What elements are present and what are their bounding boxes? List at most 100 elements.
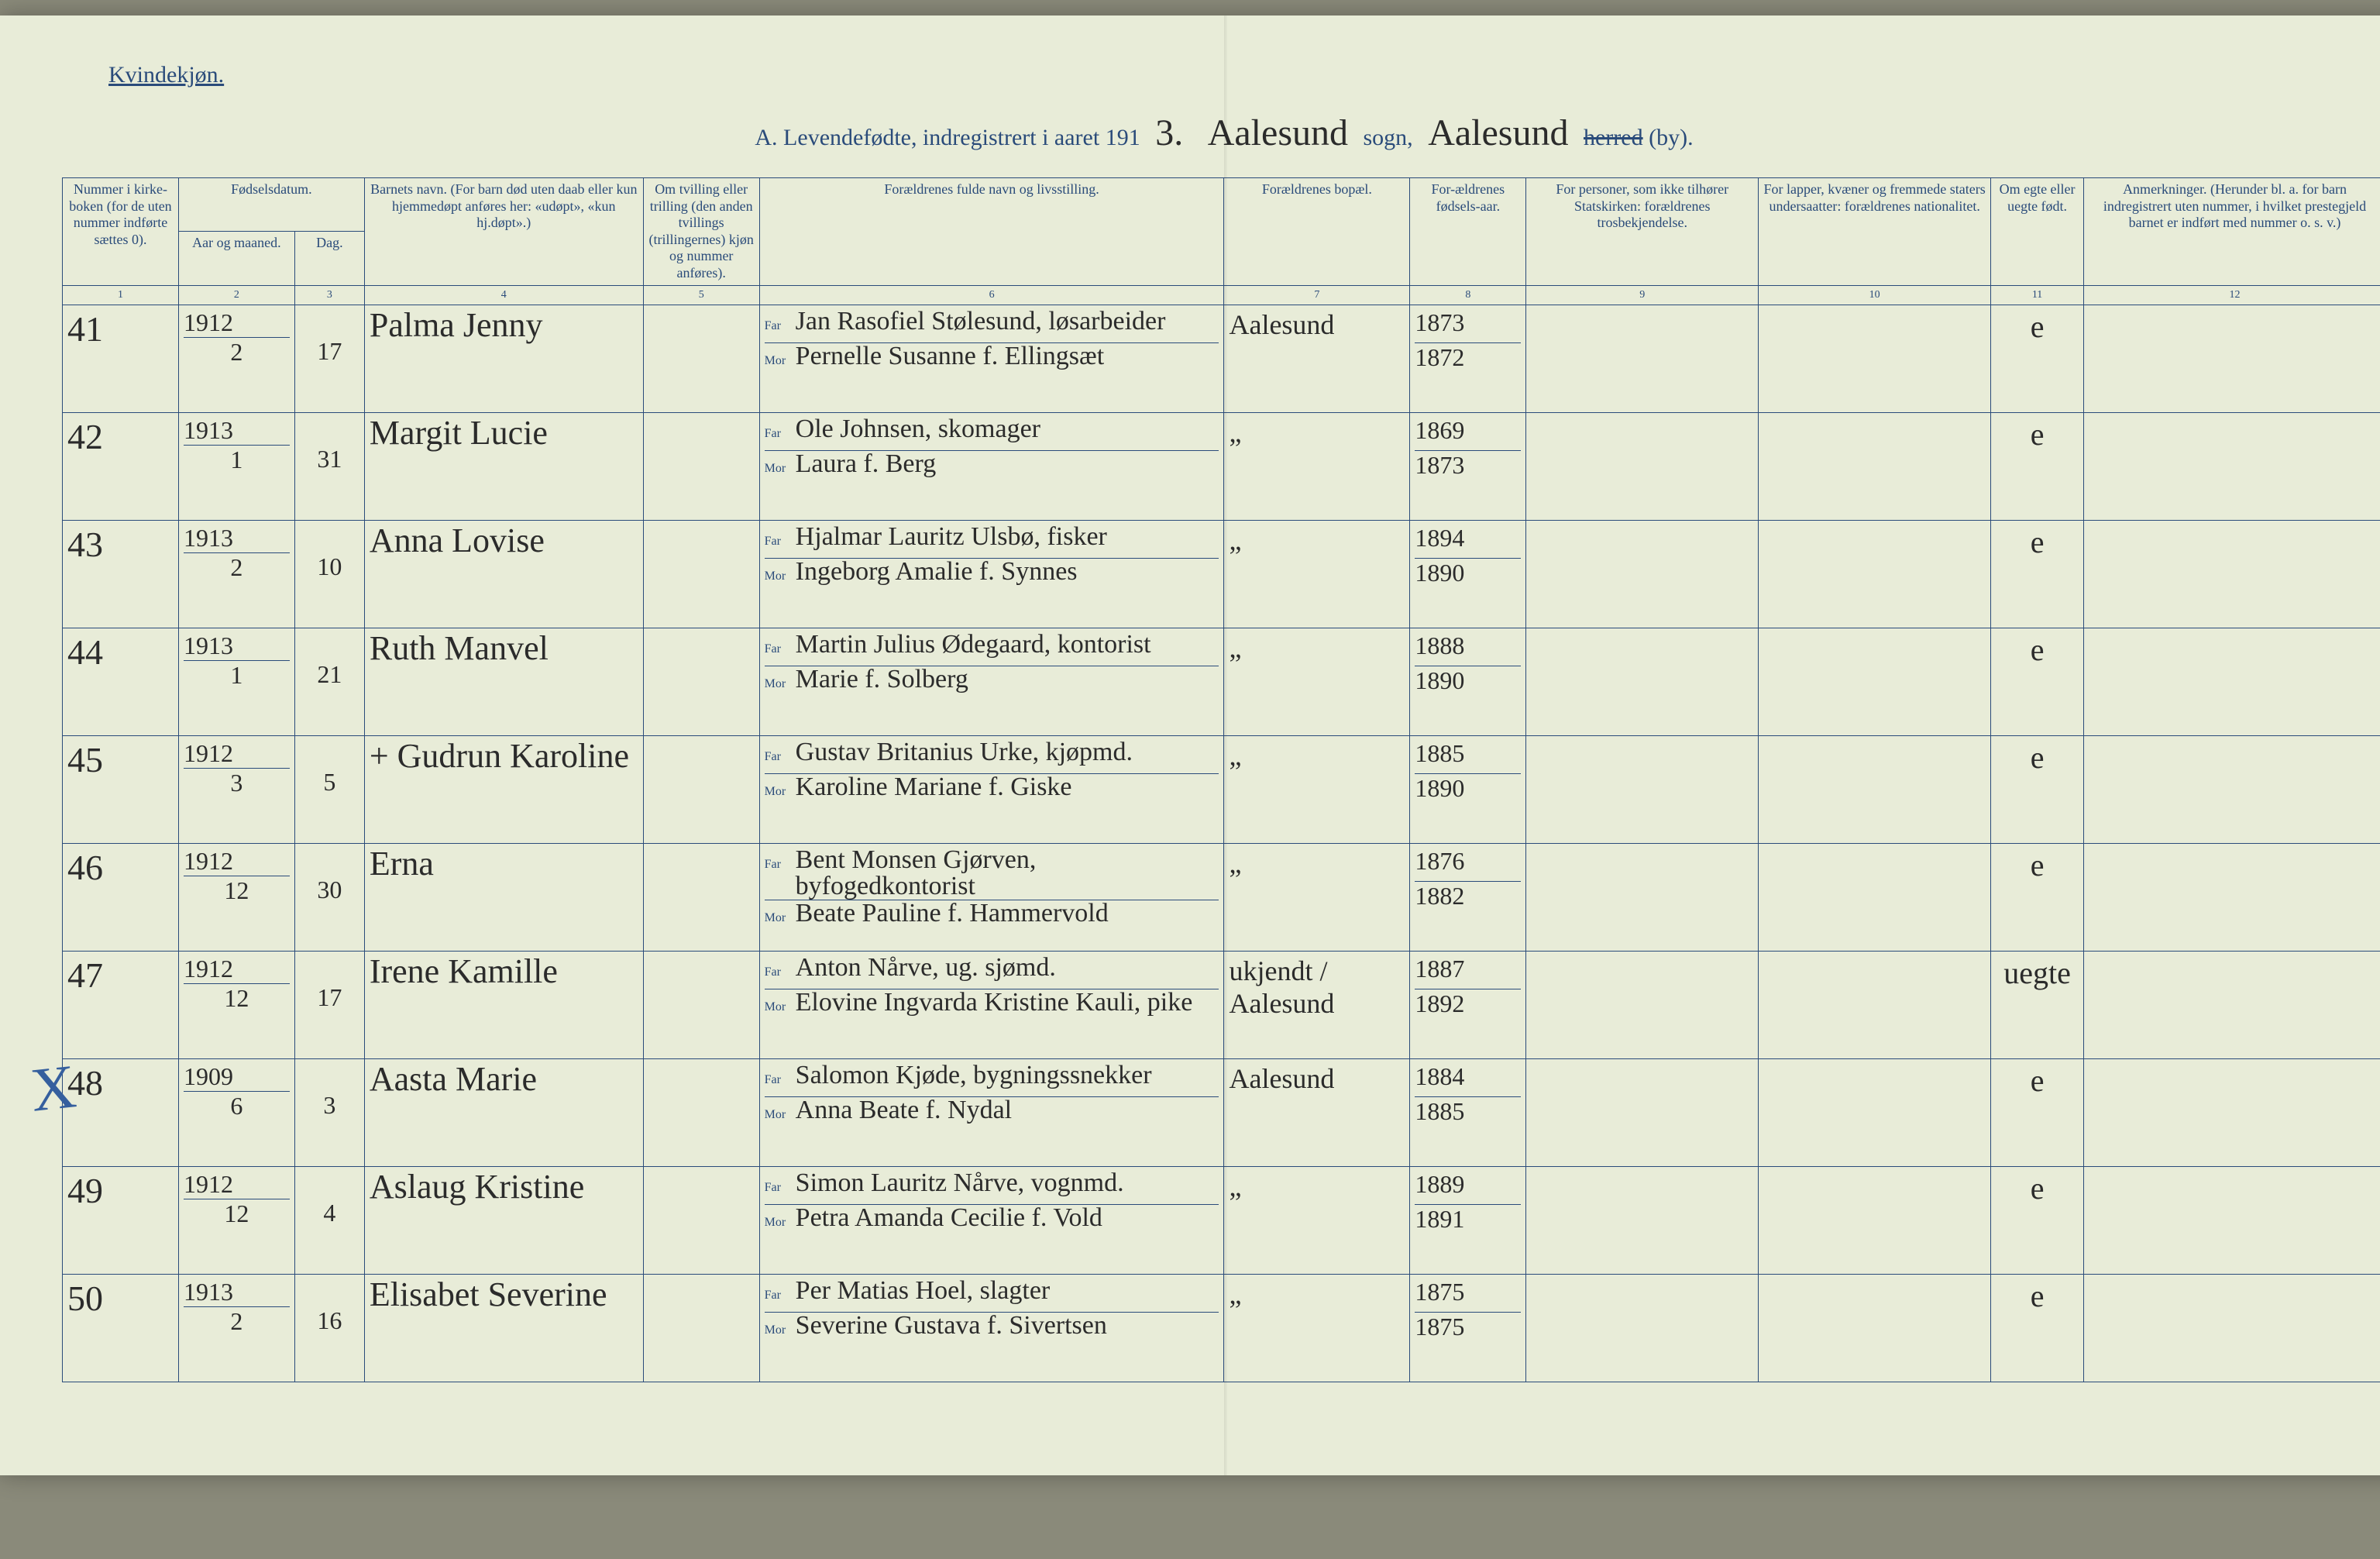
residence: „ [1224,1274,1410,1382]
birth-day: 30 [294,843,364,951]
birth-day: 31 [294,412,364,520]
mother-name: Anna Beate f. Nydal [796,1097,1012,1124]
table-row: 48 1909 6 3 Aasta Marie FarSalomon Kjøde… [63,1058,2380,1166]
twin-cell [643,1058,759,1166]
entry-number: 50 [63,1274,179,1382]
residence: Aalesund [1224,305,1410,412]
mother-name: Elovine Ingvarda Kristine Kauli, pike [796,989,1193,1016]
twin-cell [643,735,759,843]
mor-label: Mor [765,1323,796,1337]
colnum: 10 [1759,285,1991,305]
mor-label: Mor [765,677,796,691]
father-name: Bent Monsen Gjørven, byfogedkontorist [796,847,1219,900]
twin-cell [643,1166,759,1274]
mother-name: Petra Amanda Cecilie f. Vold [796,1205,1102,1231]
legitimate-cell: e [1991,735,2084,843]
remarks-cell [2084,628,2380,735]
nationality-cell [1759,520,1991,628]
birth-day: 17 [294,951,364,1058]
legitimate-cell: e [1991,305,2084,412]
birth-year-month: 1909 6 [178,1058,294,1166]
register-table: Nummer i kirke-boken (for de uten nummer… [62,177,2380,1382]
entry-number: 48 [63,1058,179,1166]
child-name: Anna Lovise [364,520,643,628]
entry-number: 46 [63,843,179,951]
birth-day: 10 [294,520,364,628]
legitimate-cell: e [1991,1058,2084,1166]
herred-struck: herred [1584,125,1643,150]
twin-cell [643,305,759,412]
by-suffix: (by). [1649,125,1693,150]
father-name: Gustav Britanius Urke, kjøpmd. [796,739,1133,766]
colnum: 12 [2084,285,2380,305]
child-name: Irene Kamille [364,951,643,1058]
entry-number: 49 [63,1166,179,1274]
mor-label: Mor [765,354,796,368]
entry-number: 43 [63,520,179,628]
col-header: Dag. [294,232,364,285]
parents-cell: FarSalomon Kjøde, bygningssnekker MorAnn… [759,1058,1224,1166]
residence: „ [1224,412,1410,520]
col-header: Forældrenes bopæl. [1224,178,1410,286]
remarks-cell [2084,1166,2380,1274]
father-name: Salomon Kjøde, bygningssnekker [796,1062,1152,1089]
entry-number: 45 [63,735,179,843]
birth-year-month: 1913 2 [178,520,294,628]
parent-birthyears: 1869 1873 [1410,412,1526,520]
birth-year-month: 1912 12 [178,843,294,951]
mor-label: Mor [765,785,796,799]
parent-birthyears: 1876 1882 [1410,843,1526,951]
residence: „ [1224,843,1410,951]
parent-birthyears: 1884 1885 [1410,1058,1526,1166]
parents-cell: FarHjalmar Lauritz Ulsbø, fisker MorInge… [759,520,1224,628]
colnum: 1 [63,285,179,305]
twin-cell [643,628,759,735]
nationality-cell [1759,1166,1991,1274]
far-label: Far [765,1289,796,1303]
remarks-cell [2084,735,2380,843]
colnum: 2 [178,285,294,305]
confession-cell [1526,305,1759,412]
far-label: Far [765,858,796,872]
remarks-cell [2084,305,2380,412]
twin-cell [643,412,759,520]
table-row: 49 1912 12 4 Aslaug Kristine FarSimon La… [63,1166,2380,1274]
parents-cell: FarSimon Lauritz Nårve, vognmd. MorPetra… [759,1166,1224,1274]
birth-year-month: 1912 12 [178,1166,294,1274]
parent-birthyears: 1889 1891 [1410,1166,1526,1274]
entry-number: 47 [63,951,179,1058]
table-body: 41 1912 2 17 Palma Jenny FarJan Rasofiel… [63,305,2380,1382]
father-name: Anton Nårve, ug. sjømd. [796,955,1056,981]
parents-cell: FarMartin Julius Ødegaard, kontorist Mor… [759,628,1224,735]
parents-cell: FarOle Johnsen, skomager MorLaura f. Ber… [759,412,1224,520]
entry-number: 42 [63,412,179,520]
col-header: For-ældrenes fødsels-aar. [1410,178,1526,286]
table-row: 45 1912 3 5 + Gudrun Karoline FarGustav … [63,735,2380,843]
confession-cell [1526,735,1759,843]
twin-cell [643,520,759,628]
by-value: Aalesund [1419,112,1577,153]
nationality-cell [1759,735,1991,843]
father-name: Per Matias Hoel, slagter [796,1278,1051,1304]
birth-year-month: 1912 3 [178,735,294,843]
entry-number: 41 [63,305,179,412]
residence: ukjendt / Aalesund [1224,951,1410,1058]
child-name: Aasta Marie [364,1058,643,1166]
col-header: Nummer i kirke-boken (for de uten nummer… [63,178,179,286]
child-name: Margit Lucie [364,412,643,520]
colnum: 9 [1526,285,1759,305]
confession-cell [1526,412,1759,520]
table-row: 50 1913 2 16 Elisabet Severine FarPer Ma… [63,1274,2380,1382]
mor-label: Mor [765,462,796,476]
colnum: 11 [1991,285,2084,305]
birth-year-month: 1913 2 [178,1274,294,1382]
mor-label: Mor [765,570,796,583]
mother-name: Marie f. Solberg [796,666,968,693]
nationality-cell [1759,1058,1991,1166]
confession-cell [1526,1058,1759,1166]
title-line: A. Levendefødte, indregistrert i aaret 1… [62,112,2380,154]
child-name: Ruth Manvel [364,628,643,735]
twin-cell [643,843,759,951]
col-header: For personer, som ikke tilhører Statskir… [1526,178,1759,286]
table-row: 42 1913 1 31 Margit Lucie FarOle Johnsen… [63,412,2380,520]
